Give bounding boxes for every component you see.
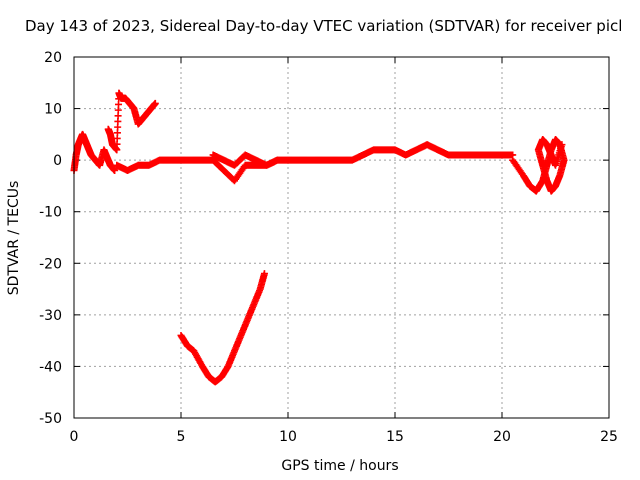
y-tick-label: 20	[44, 50, 62, 66]
plot-frame	[73, 56, 610, 419]
series-main-band-2	[209, 151, 281, 169]
y-tick-label: 0	[53, 153, 62, 169]
series-lower-v	[177, 270, 268, 386]
y-tick-label: -50	[39, 411, 62, 427]
series-start-cluster	[70, 130, 119, 174]
data-point	[273, 156, 281, 164]
y-axis-label: SDTVAR / TECUs	[6, 181, 22, 296]
data-point	[111, 166, 119, 174]
chart-title: Day 143 of 2023, Sidereal Day-to-day VTE…	[25, 17, 622, 35]
x-tick-label: 5	[177, 429, 186, 445]
y-tick-label: -20	[39, 256, 62, 272]
x-tick-label: 15	[386, 429, 404, 445]
x-axis-label: GPS time / hours	[281, 458, 398, 474]
series-main-band-1	[113, 141, 517, 185]
x-tick-label: 25	[600, 429, 618, 445]
y-tick-label: 10	[44, 102, 62, 118]
grid	[74, 57, 609, 418]
data-point	[558, 141, 566, 149]
y-tick-label: -30	[39, 308, 62, 324]
series-upper-arc	[104, 89, 159, 154]
x-tick-label: 20	[493, 429, 511, 445]
y-tick-label: -40	[39, 359, 62, 375]
ticks: 0 5 10 15 20 25 20 10 0 -10 -20 -30 -40 -50	[39, 50, 618, 445]
data-marks	[70, 89, 568, 386]
data-point	[260, 270, 268, 278]
series-right-loops	[509, 136, 568, 195]
data-point	[151, 99, 159, 107]
y-tick-label: -10	[39, 205, 62, 221]
x-tick-label: 10	[279, 429, 297, 445]
x-tick-label: 0	[70, 429, 79, 445]
